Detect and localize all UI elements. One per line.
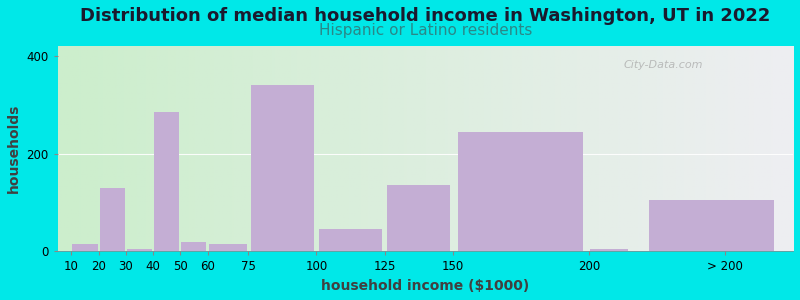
Text: City-Data.com: City-Data.com xyxy=(624,60,703,70)
Bar xyxy=(319,230,382,251)
Bar xyxy=(100,188,125,251)
Bar xyxy=(154,112,179,251)
Bar xyxy=(387,185,450,251)
Bar xyxy=(458,132,583,251)
Bar xyxy=(127,249,152,251)
Bar xyxy=(73,244,98,251)
X-axis label: household income ($1000): household income ($1000) xyxy=(322,279,530,293)
Title: Distribution of median household income in Washington, UT in 2022: Distribution of median household income … xyxy=(80,7,770,25)
Bar xyxy=(251,85,314,251)
Bar xyxy=(590,249,628,251)
Y-axis label: households: households xyxy=(7,104,21,194)
Bar xyxy=(209,244,246,251)
Bar xyxy=(182,242,206,251)
Bar xyxy=(649,200,774,251)
Text: Hispanic or Latino residents: Hispanic or Latino residents xyxy=(318,23,532,38)
